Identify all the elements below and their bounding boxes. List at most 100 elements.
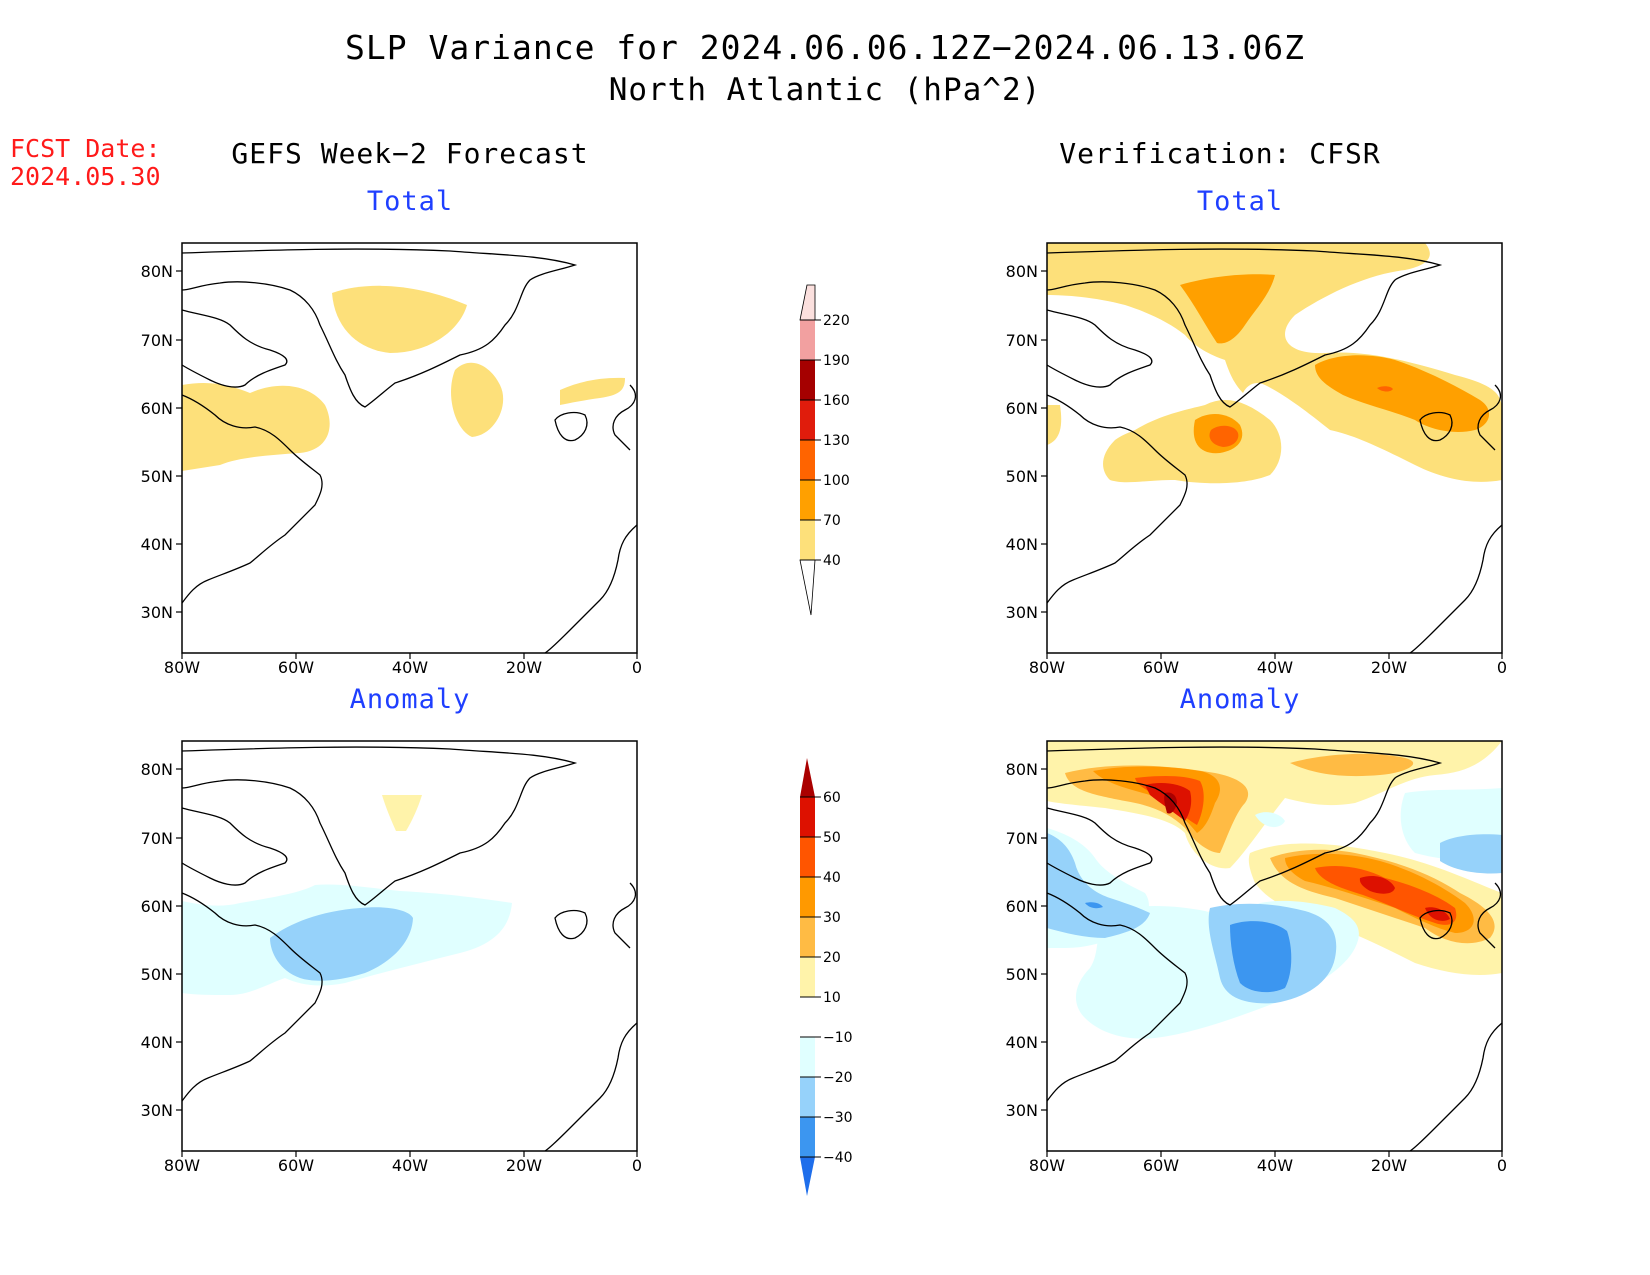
lat-label: 60N bbox=[1006, 399, 1038, 418]
colorbar-swatch bbox=[800, 360, 815, 400]
panel-title-forecast-total: Total bbox=[366, 186, 454, 217]
colorbar-swatch bbox=[800, 1077, 815, 1117]
shade-40-70 bbox=[451, 362, 504, 437]
colorbar-label: 30 bbox=[823, 910, 841, 926]
shade-neg10-neg20 bbox=[1255, 812, 1285, 828]
colorbar-swatch bbox=[800, 837, 815, 877]
colorbar-swatch bbox=[800, 1157, 815, 1196]
colorbar-label: 20 bbox=[823, 950, 841, 966]
colorbar-label: 10 bbox=[823, 990, 841, 1006]
shade-20-30 bbox=[1290, 753, 1414, 777]
lon-label: 80W bbox=[164, 658, 200, 675]
colorbar-label: −40 bbox=[823, 1150, 853, 1166]
lat-label: 40N bbox=[141, 1033, 173, 1052]
lat-label: 50N bbox=[1006, 467, 1038, 486]
colorbar-swatch bbox=[800, 480, 815, 520]
shade-40-50 bbox=[1315, 866, 1457, 925]
lat-label: 80N bbox=[1006, 262, 1038, 281]
lon-label: 20W bbox=[506, 658, 542, 675]
colorbar-swatch bbox=[800, 520, 815, 560]
lon-label: 40W bbox=[1257, 658, 1293, 675]
shade-neg30-neg40 bbox=[1230, 921, 1292, 993]
forecast-date: FCST Date: 2024.05.30 bbox=[10, 135, 161, 191]
shade-40-70 bbox=[1103, 400, 1282, 484]
colorbar-label: 70 bbox=[823, 513, 841, 529]
shade-40-70 bbox=[1047, 243, 1502, 482]
lat-label: 30N bbox=[141, 603, 173, 622]
lat-label: 40N bbox=[1006, 1033, 1038, 1052]
lon-label: 40W bbox=[392, 658, 428, 675]
shade-40-70 bbox=[332, 285, 467, 353]
colorbar-swatch bbox=[800, 877, 815, 917]
shade-neg20-neg30 bbox=[1440, 834, 1502, 874]
colorbar-swatch bbox=[800, 797, 815, 837]
lon-label: 60W bbox=[278, 658, 314, 675]
lat-label: 70N bbox=[141, 829, 173, 848]
chart-subtitle: North Atlantic (hPa^2) bbox=[608, 72, 1042, 108]
coastlines bbox=[181, 746, 638, 1152]
lon-label: 20W bbox=[1371, 1156, 1407, 1173]
colorbar-swatch bbox=[800, 997, 815, 1037]
lon-label: 80W bbox=[1029, 1156, 1065, 1173]
lat-label: 70N bbox=[1006, 829, 1038, 848]
panel-title-forecast-anomaly: Anomaly bbox=[349, 684, 471, 715]
shade-50-60 bbox=[1425, 907, 1450, 921]
colorbar-label: 50 bbox=[823, 830, 841, 846]
lat-label: 60N bbox=[141, 399, 173, 418]
shade-neg20-neg30 bbox=[1047, 833, 1150, 938]
lon-ticks bbox=[1046, 653, 1503, 659]
coastlines bbox=[1046, 248, 1503, 654]
map-verification-total: 80N 70N 60N 50N 40N 30N 80W 60W 40W 20W … bbox=[1006, 242, 1507, 675]
coastlines bbox=[1046, 746, 1503, 1152]
lat-label: 50N bbox=[141, 965, 173, 984]
colorbar-swatch bbox=[800, 1117, 815, 1157]
panel-title-verification-total: Total bbox=[1196, 186, 1284, 217]
lon-label: 80W bbox=[1029, 658, 1065, 675]
lat-ticks bbox=[1041, 270, 1047, 613]
lon-label: 20W bbox=[506, 1156, 542, 1173]
colorbar-swatch bbox=[800, 758, 815, 797]
lat-label: 60N bbox=[1006, 897, 1038, 916]
right-column-title: Verification: CFSR bbox=[1059, 137, 1381, 170]
colorbar-label: 60 bbox=[823, 790, 841, 806]
lat-label: 30N bbox=[1006, 603, 1038, 622]
colorbar-swatch bbox=[800, 320, 815, 360]
lon-ticks bbox=[181, 1151, 638, 1157]
colorbar-swatch bbox=[800, 957, 815, 997]
lon-label: 0 bbox=[632, 658, 642, 675]
colorbar-label: 220 bbox=[823, 313, 850, 329]
colorbar-label: −30 bbox=[823, 1110, 853, 1126]
colorbar-label: 190 bbox=[823, 353, 850, 369]
lat-label: 70N bbox=[1006, 331, 1038, 350]
shade-60-plus bbox=[1164, 792, 1177, 814]
map-forecast-total: 80N 70N 60N 50N 40N 30N 80W 60W 40W 20W … bbox=[141, 242, 642, 675]
lat-label: 80N bbox=[141, 760, 173, 779]
lat-label: 50N bbox=[141, 467, 173, 486]
colorbar-swatch bbox=[800, 400, 815, 440]
lat-label: 40N bbox=[1006, 535, 1038, 554]
lat-label: 60N bbox=[141, 897, 173, 916]
forecast-date-value: 2024.05.30 bbox=[10, 162, 161, 191]
lat-label: 80N bbox=[1006, 760, 1038, 779]
shade-100-130 bbox=[1209, 425, 1239, 447]
colorbar-swatch bbox=[800, 440, 815, 480]
lon-label: 0 bbox=[1497, 658, 1507, 675]
coastlines bbox=[181, 248, 638, 654]
shade-50-60 bbox=[1359, 876, 1395, 894]
lon-label: 0 bbox=[632, 1156, 642, 1173]
lon-label: 60W bbox=[278, 1156, 314, 1173]
lon-label: 40W bbox=[1257, 1156, 1293, 1173]
lon-ticks bbox=[1046, 1151, 1503, 1157]
shade-40-70 bbox=[1047, 405, 1062, 445]
forecast-date-label: FCST Date: bbox=[10, 134, 161, 163]
colorbar-swatch bbox=[799, 559, 816, 616]
lat-ticks bbox=[176, 270, 182, 613]
left-column-title: GEFS Week−2 Forecast bbox=[231, 137, 589, 170]
lon-label: 60W bbox=[1143, 1156, 1179, 1173]
colorbar-swatch bbox=[800, 1037, 815, 1077]
lon-label: 0 bbox=[1497, 1156, 1507, 1173]
lon-ticks bbox=[181, 653, 638, 659]
colorbar-total: 220 190 160 130 100 70 40 bbox=[799, 284, 850, 616]
shade-70-100 bbox=[1180, 274, 1275, 344]
colorbar-label: 100 bbox=[823, 473, 850, 489]
